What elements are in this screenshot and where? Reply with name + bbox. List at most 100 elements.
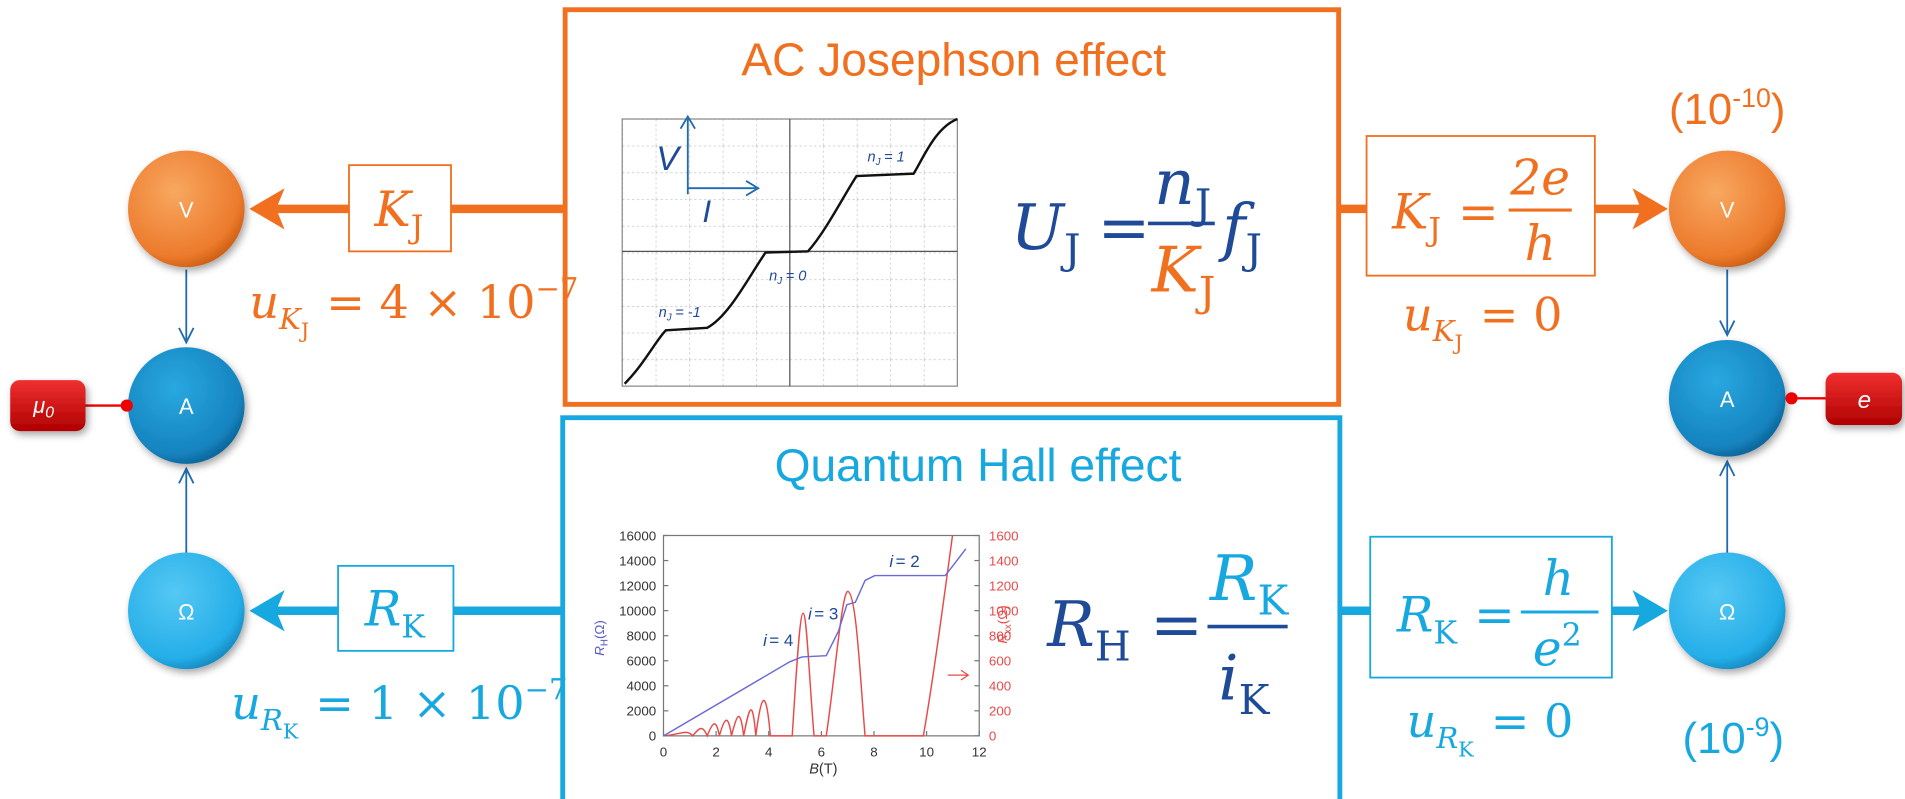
uncertainty-part: −7	[536, 272, 579, 306]
unit-label: A	[179, 394, 194, 419]
rxx-curve	[663, 535, 954, 738]
step-label: nJ = -1	[659, 305, 701, 324]
plateau-label: = 4	[769, 631, 793, 650]
plateau-label: = 2	[896, 552, 920, 571]
constant: KJ	[374, 182, 424, 246]
x-tick-label: 6	[818, 745, 825, 760]
tag-dot	[1785, 392, 1798, 405]
plateau-label: i	[889, 552, 894, 571]
plateau-label: i = 2	[889, 552, 919, 571]
formula: nJ	[1154, 145, 1211, 229]
formula-part: =	[1098, 190, 1151, 264]
constant-part: =	[1474, 587, 1515, 643]
y2-tick-label: 1200	[989, 578, 1019, 593]
formula-part: n	[1154, 145, 1195, 219]
rel-part: )	[1769, 714, 1784, 763]
y-tick-label: 0	[649, 729, 656, 744]
axis-label-part: (Ω)	[995, 605, 1010, 624]
uncertainty-part: J	[299, 319, 309, 343]
constant-part: 2e	[1509, 150, 1570, 206]
uncertainty: uKJ = 0	[1403, 287, 1562, 354]
unit-label: A	[1720, 387, 1735, 412]
unit-label: V	[1720, 197, 1735, 222]
axis-label-part: (Ω)	[592, 620, 607, 639]
uncertainty-part: K	[278, 302, 303, 336]
arrow-head	[249, 188, 285, 230]
uncertainty-part: R	[1435, 721, 1458, 755]
x-tick-label: 2	[712, 745, 719, 760]
rh-curve	[663, 548, 967, 737]
unit-node	[128, 552, 245, 670]
step-label: J	[776, 276, 782, 287]
y-tick-label: 14000	[619, 553, 656, 568]
x-tick-label: 12	[972, 745, 987, 760]
formula-part: K	[1239, 676, 1271, 724]
constant-box	[1365, 135, 1596, 277]
uncertainty-part: u	[1403, 287, 1433, 341]
uncertainty-part: K	[1458, 738, 1474, 762]
constant-tag	[1825, 372, 1903, 425]
constant-part: K	[1391, 184, 1431, 240]
formula-part: U	[1011, 190, 1066, 264]
constant-part: h	[1543, 551, 1574, 607]
step-label: n	[769, 269, 777, 285]
formula-part: R	[1046, 587, 1095, 661]
constant-part: K	[374, 182, 414, 238]
formula-part: R	[1209, 541, 1258, 615]
formula: RK	[1209, 541, 1290, 625]
uncertainty: uRK = 1 × 10−7	[231, 672, 567, 743]
rel-part: (10	[1669, 85, 1732, 134]
y2-tick-label: 1400	[989, 553, 1019, 568]
formula-part: J	[1195, 268, 1216, 316]
axis-label-part: R	[995, 634, 1010, 644]
x-tick-label: 8	[870, 745, 877, 760]
tag-label-part: 0	[45, 405, 54, 422]
tag-label-part: μ	[32, 393, 45, 418]
uncertainty-part: u	[249, 275, 279, 329]
formula: iK	[1218, 640, 1270, 724]
axis-label-part: (T)	[819, 762, 838, 778]
tag-dot	[120, 399, 133, 412]
x-tick-label: 4	[765, 745, 773, 760]
y-tick-label: 8000	[627, 629, 657, 644]
y-tick-label: 4000	[627, 679, 657, 694]
arrow-head	[249, 590, 285, 632]
tag-label: μ0	[32, 393, 54, 422]
unit-node	[1668, 552, 1786, 670]
constant: KJ =	[1391, 184, 1499, 248]
uncertainty-part: K	[283, 719, 299, 743]
plateau-label: i = 3	[808, 604, 838, 623]
formula-part: K	[1151, 232, 1203, 306]
formula: KJ	[1151, 232, 1216, 316]
tag-label: e	[1858, 387, 1872, 414]
axis-label: V	[656, 140, 682, 178]
formula-part: =	[1150, 587, 1203, 661]
step-label: = 0	[786, 269, 807, 285]
constant-part: R	[1396, 587, 1434, 643]
y2-tick-label: 0	[989, 729, 996, 744]
rel-part: )	[1771, 85, 1786, 134]
x-axis-label: B(T)	[809, 762, 837, 778]
formula-part: i	[1218, 640, 1238, 714]
formula-part: H	[1095, 623, 1131, 671]
arrow-head	[1632, 188, 1668, 230]
uncertainty: uRK = 0	[1407, 694, 1574, 761]
x-tick-label: 10	[919, 745, 934, 760]
unit-label: V	[179, 197, 194, 222]
formula-part: J	[1241, 226, 1262, 274]
constant-part: K	[1434, 616, 1459, 652]
step-label: nJ = 1	[868, 150, 905, 169]
axis-label-part: R	[592, 646, 607, 656]
formula-part: J	[1060, 226, 1081, 274]
axis-label-part: B	[809, 762, 819, 778]
unit-link	[1719, 269, 1736, 553]
step-label: = -1	[675, 305, 701, 321]
plateau-label: i	[808, 604, 813, 623]
step-label: nJ = 0	[769, 269, 806, 288]
y2-tick-label: 1600	[989, 528, 1019, 543]
x-tick-label: 0	[660, 745, 667, 760]
arrow-head	[1632, 590, 1668, 632]
josephson-title: AC Josephson effect	[741, 33, 1166, 85]
unit-node	[128, 347, 245, 464]
